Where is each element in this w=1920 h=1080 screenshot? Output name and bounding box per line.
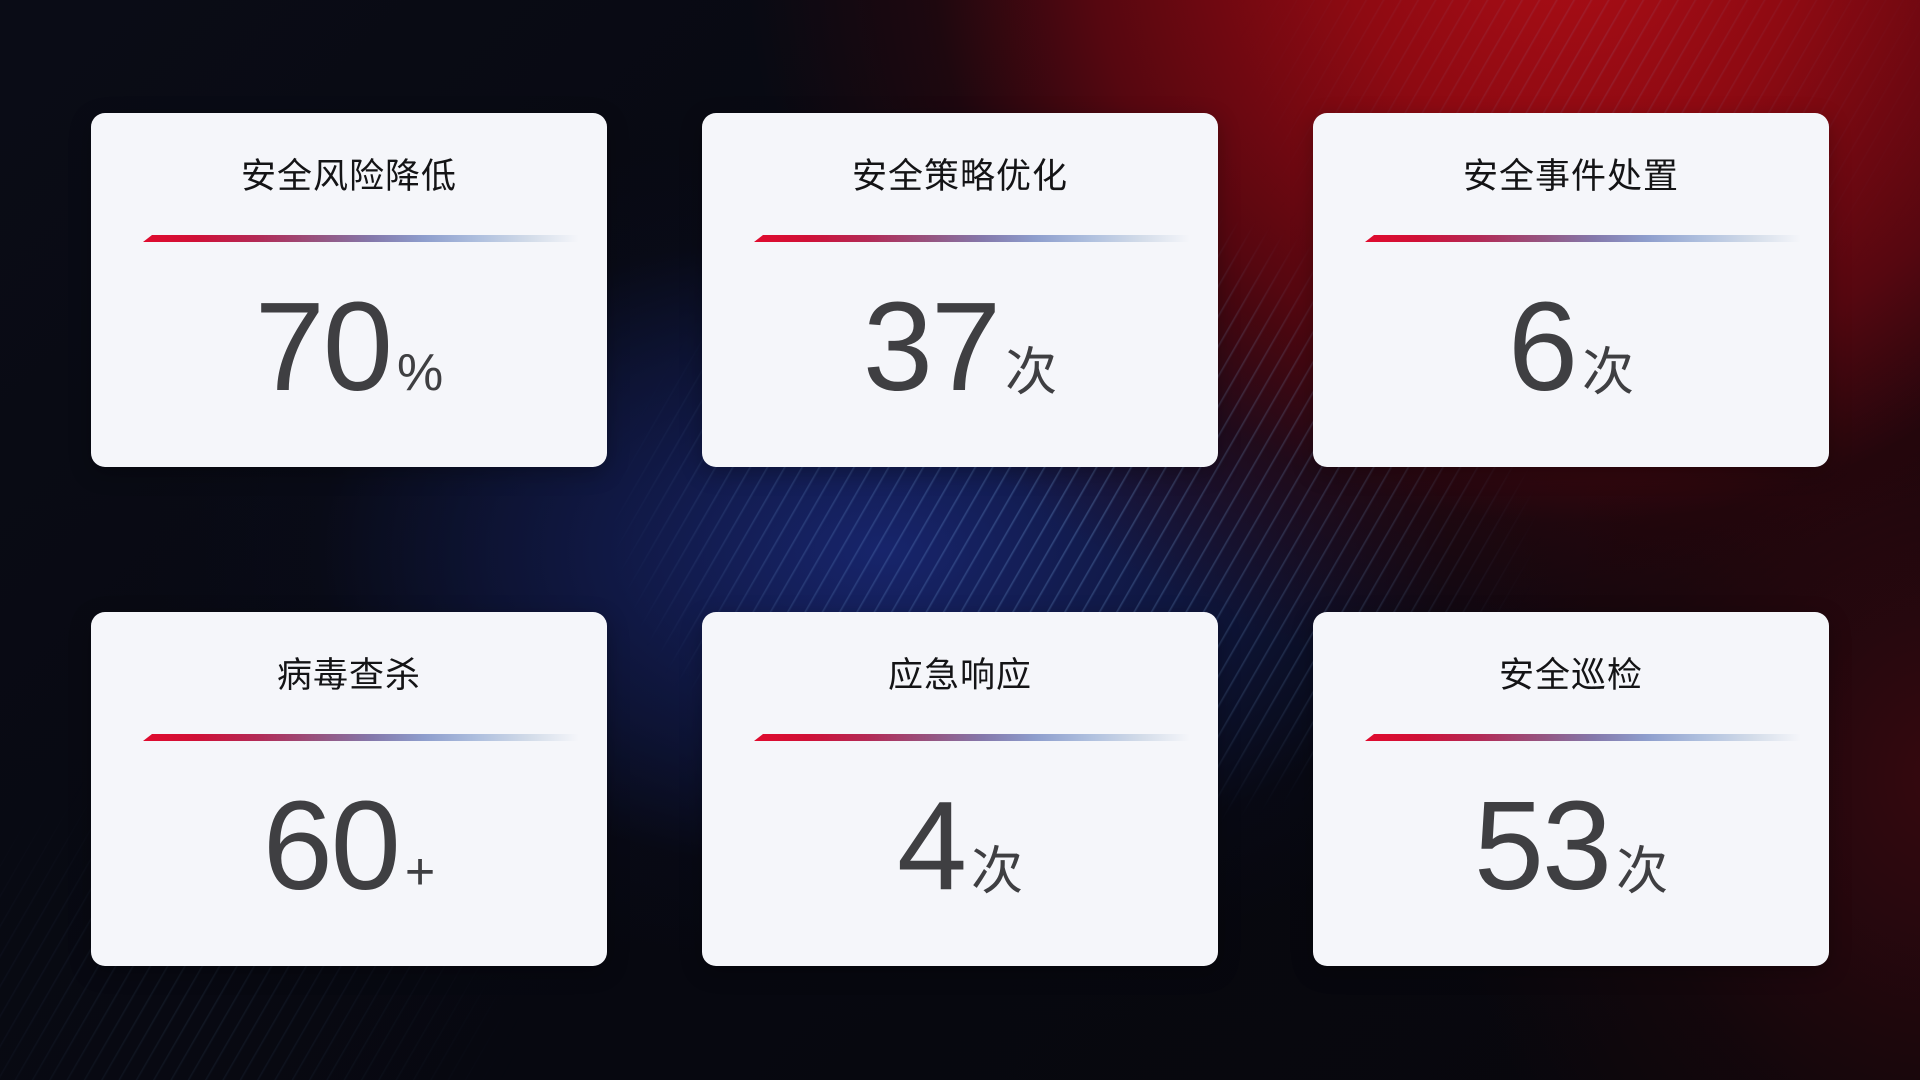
- card-security-risk-reduction: 安全风险降低 70%: [91, 113, 607, 467]
- card-title: 安全策略优化: [851, 157, 1068, 196]
- card-title: 病毒查杀: [276, 656, 421, 695]
- stat-unit: +: [404, 843, 436, 901]
- stat-number: 70: [254, 276, 393, 417]
- divider-line: [1365, 235, 1805, 242]
- stat-number: 60: [262, 775, 401, 916]
- card-title: 应急响应: [887, 656, 1032, 695]
- stat-number: 4: [896, 775, 967, 916]
- card-security-inspection: 安全巡检 53 次: [1313, 612, 1829, 966]
- card-value: 37 次: [702, 281, 1218, 413]
- card-title: 安全事件处置: [1462, 157, 1679, 196]
- stat-unit: 次: [971, 843, 1024, 901]
- divider-line: [1365, 734, 1805, 741]
- stat-unit: %: [396, 344, 444, 402]
- card-title: 安全巡检: [1498, 656, 1643, 695]
- stat-unit: 次: [1582, 344, 1635, 402]
- card-value: 60 +: [91, 780, 607, 912]
- stat-number: 37: [862, 276, 1001, 417]
- divider-line: [143, 734, 583, 741]
- card-virus-scan: 病毒查杀 60 +: [91, 612, 607, 966]
- stat-number: 53: [1473, 775, 1612, 916]
- stat-unit: 次: [1005, 344, 1058, 402]
- card-value: 70%: [91, 281, 607, 413]
- divider-line: [143, 235, 583, 242]
- stat-number: 6: [1507, 276, 1578, 417]
- card-title: 安全风险降低: [240, 157, 457, 196]
- stat-unit: 次: [1616, 843, 1669, 901]
- divider-line: [754, 734, 1194, 741]
- card-value: 53 次: [1313, 780, 1829, 912]
- divider-line: [754, 235, 1194, 242]
- card-security-policy-optimization: 安全策略优化 37 次: [702, 113, 1218, 467]
